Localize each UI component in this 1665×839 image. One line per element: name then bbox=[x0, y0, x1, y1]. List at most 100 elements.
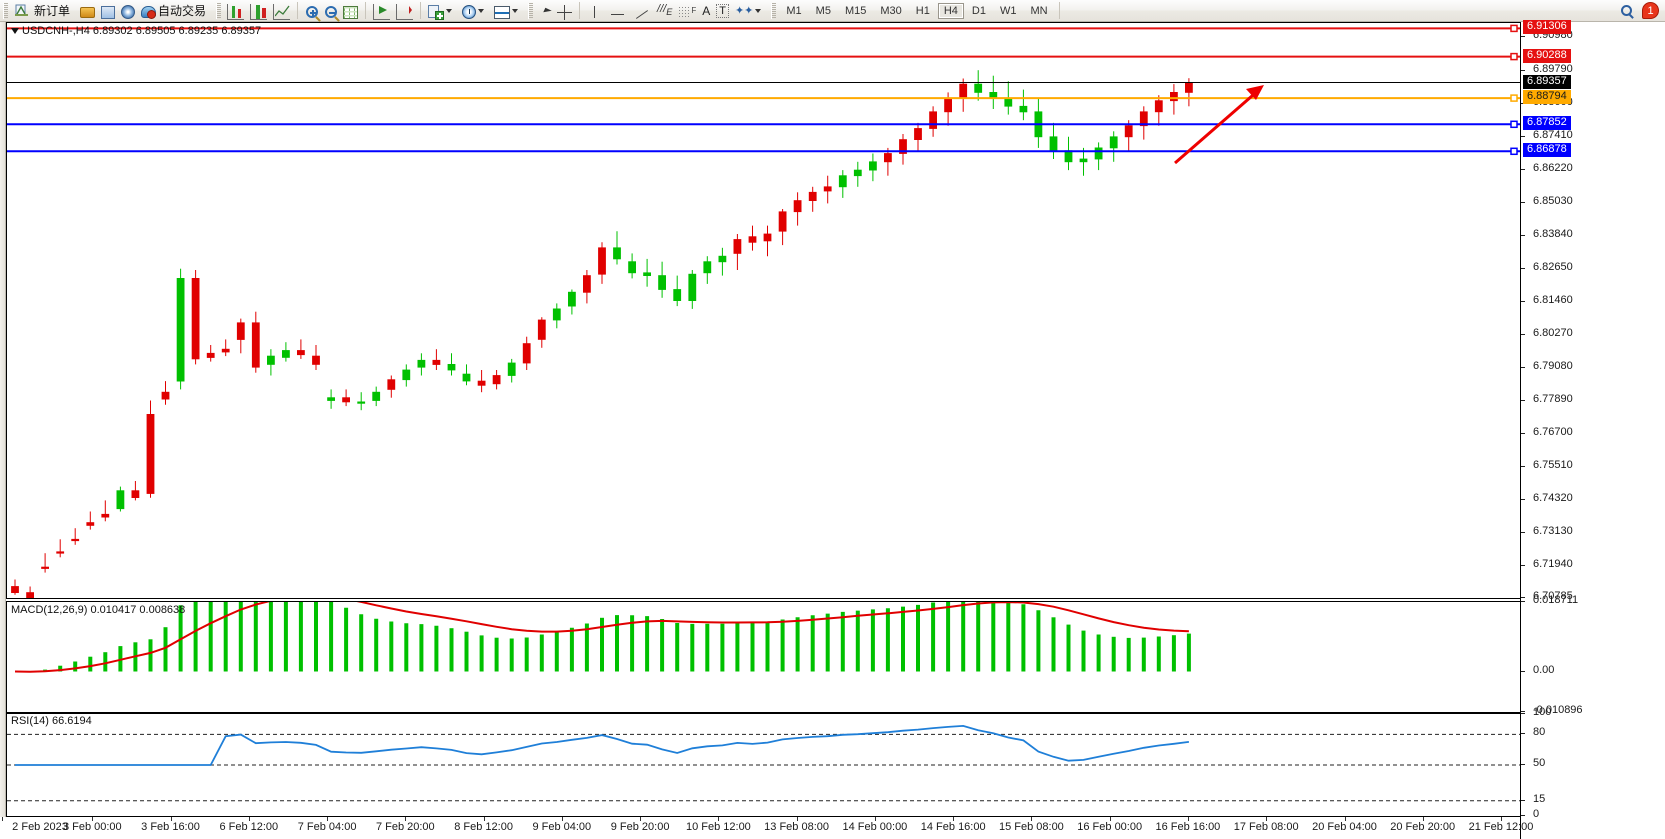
price-marker-pivot-line[interactable]: 6.88794 bbox=[1523, 90, 1571, 105]
channel-button[interactable]: F bbox=[675, 1, 699, 21]
time-label: 3 Feb 00:00 bbox=[62, 821, 122, 833]
time-label: 6 Feb 12:00 bbox=[219, 821, 279, 833]
timeframe-m15[interactable]: M15 bbox=[844, 4, 867, 17]
period-button[interactable] bbox=[459, 1, 491, 21]
timeframe-m30[interactable]: M30 bbox=[880, 4, 902, 17]
macd-pane[interactable]: MACD(12,26,9) 0.010417 0.008638 bbox=[6, 601, 1521, 713]
toolbar-separator-2 bbox=[365, 2, 367, 19]
bar-chart-icon bbox=[227, 3, 245, 20]
price-scale[interactable]: 6.909806.897906.886006.874106.862206.850… bbox=[1520, 20, 1665, 839]
zoom-out-button[interactable] bbox=[321, 1, 340, 21]
toolbar-grip-3[interactable] bbox=[528, 2, 534, 19]
time-label: 20 Feb 04:00 bbox=[1312, 821, 1377, 833]
rsi-tick: 50 bbox=[1533, 757, 1546, 769]
rsi-title: RSI(14) 66.6194 bbox=[11, 715, 92, 727]
price-tick: 6.82650 bbox=[1533, 260, 1573, 273]
chevron-down-icon-3[interactable] bbox=[512, 8, 519, 13]
price-tick: 6.74320 bbox=[1533, 491, 1573, 504]
zoom-in-icon bbox=[306, 5, 319, 18]
time-label: 21 Feb 12:00 bbox=[1468, 821, 1534, 833]
fibonacci-button[interactable]: ///E bbox=[654, 1, 675, 21]
signal-button[interactable] bbox=[118, 1, 138, 21]
candlestick-chart-button[interactable] bbox=[247, 1, 270, 21]
toolbar-right-group: 1 bbox=[1621, 2, 1665, 19]
timeframe-m5[interactable]: M5 bbox=[815, 4, 831, 17]
annotation-arrow bbox=[1174, 85, 1264, 165]
vertical-line-button[interactable] bbox=[584, 1, 605, 21]
price-marker-support-line[interactable]: 6.87852 bbox=[1523, 116, 1571, 131]
timeframe-w1[interactable]: W1 bbox=[999, 4, 1017, 17]
price-marker-resistance-line[interactable]: 6.91306 bbox=[1523, 20, 1571, 35]
chart-shift-button[interactable] bbox=[393, 1, 416, 21]
timeframe-m1[interactable]: M1 bbox=[786, 4, 802, 17]
time-label: 13 Feb 08:00 bbox=[764, 821, 830, 833]
time-scale[interactable]: 2 Feb 2023 3 Feb 00:00 3 Feb 16:00 6 Feb 12… bbox=[0, 817, 1533, 839]
horizontal-line-icon bbox=[611, 14, 625, 15]
price-tick: 6.73130 bbox=[1533, 524, 1573, 537]
cursor-button[interactable] bbox=[536, 1, 554, 21]
shapes-icon: ✦✦ bbox=[734, 5, 754, 17]
rsi-tick: 15 bbox=[1533, 792, 1546, 805]
trendline-icon bbox=[636, 10, 649, 19]
shapes-button[interactable]: ✦✦ bbox=[732, 1, 768, 21]
timeframe-h4[interactable]: H4 bbox=[937, 2, 964, 19]
time-label: 15 Feb 08:00 bbox=[998, 821, 1064, 833]
crosshair-button[interactable] bbox=[554, 1, 575, 21]
price-tick: 6.81460 bbox=[1533, 293, 1573, 306]
search-icon[interactable] bbox=[1621, 5, 1632, 16]
macd-tick: 0.00 bbox=[1533, 663, 1555, 676]
auto-trading-button[interactable]: 自动交易 bbox=[138, 1, 213, 21]
zoom-in-button[interactable] bbox=[302, 1, 321, 21]
chart-symbol-label: USDCNH-,H4 6.89302 6.89505 6.89235 6.893… bbox=[11, 25, 261, 37]
toolbar-grip[interactable] bbox=[3, 2, 8, 19]
timeframe-mn[interactable]: MN bbox=[1030, 4, 1048, 17]
price-chart-pane[interactable]: USDCNH-,H4 6.89302 6.89505 6.89235 6.893… bbox=[6, 22, 1521, 599]
market-watch-button[interactable] bbox=[98, 1, 118, 21]
new-order-button[interactable]: 新订单 bbox=[11, 1, 77, 21]
collapse-triangle-icon[interactable] bbox=[11, 28, 19, 34]
line-chart-button[interactable] bbox=[270, 1, 293, 21]
time-label: 14 Feb 16:00 bbox=[920, 821, 986, 833]
macd-title: MACD(12,26,9) 0.010417 0.008638 bbox=[11, 604, 186, 616]
candlestick-icon bbox=[250, 3, 268, 20]
toolbar-separator-5 bbox=[1058, 2, 1060, 19]
data-window-icon bbox=[343, 5, 359, 19]
time-label: 2 Feb 2023 bbox=[12, 821, 68, 833]
timeframe-h1[interactable]: H1 bbox=[915, 4, 930, 17]
chevron-down-icon[interactable] bbox=[446, 8, 453, 13]
new-order-icon bbox=[14, 2, 32, 20]
toolbar-grip-4[interactable] bbox=[771, 2, 777, 19]
trendline-button[interactable] bbox=[630, 1, 654, 21]
notification-badge[interactable]: 1 bbox=[1642, 2, 1659, 19]
text-label-icon: T bbox=[716, 3, 729, 18]
chevron-down-icon-2[interactable] bbox=[478, 8, 485, 13]
toolbar-separator-1 bbox=[297, 2, 299, 19]
price-tick: 6.79080 bbox=[1533, 359, 1573, 372]
time-label: 7 Feb 04:00 bbox=[297, 821, 357, 833]
text-button[interactable]: A bbox=[699, 1, 713, 21]
rsi-tick: 100 bbox=[1533, 706, 1552, 718]
toolbar-grip-2[interactable] bbox=[216, 2, 222, 19]
macd-svg bbox=[14, 602, 1191, 673]
bar-chart-button[interactable] bbox=[224, 1, 247, 21]
chevron-down-icon-4[interactable] bbox=[755, 8, 762, 13]
text-label-button[interactable]: T bbox=[713, 1, 732, 21]
time-label: 20 Feb 20:00 bbox=[1390, 821, 1456, 833]
vertical-line-icon bbox=[594, 6, 596, 18]
price-tick: 6.71940 bbox=[1533, 557, 1573, 570]
bag-button[interactable] bbox=[77, 1, 98, 21]
timeframe-d1[interactable]: D1 bbox=[971, 4, 986, 17]
price-marker-support-line[interactable]: 6.86878 bbox=[1523, 143, 1571, 158]
new-order-label: 新订单 bbox=[34, 4, 71, 18]
templates-button[interactable] bbox=[491, 1, 525, 21]
time-label: 8 Feb 12:00 bbox=[454, 821, 513, 833]
add-indicator-button[interactable] bbox=[425, 1, 459, 21]
auto-scroll-button[interactable] bbox=[370, 1, 393, 21]
rsi-pane[interactable]: RSI(14) 66.6194 bbox=[6, 713, 1521, 817]
price-marker-current-price[interactable]: 6.89357 bbox=[1523, 74, 1571, 89]
horizontal-line-button[interactable] bbox=[605, 1, 630, 21]
price-marker-resistance-line[interactable]: 6.90288 bbox=[1523, 48, 1571, 63]
chart-left-grip[interactable] bbox=[0, 22, 6, 817]
data-window-button[interactable] bbox=[340, 1, 361, 21]
